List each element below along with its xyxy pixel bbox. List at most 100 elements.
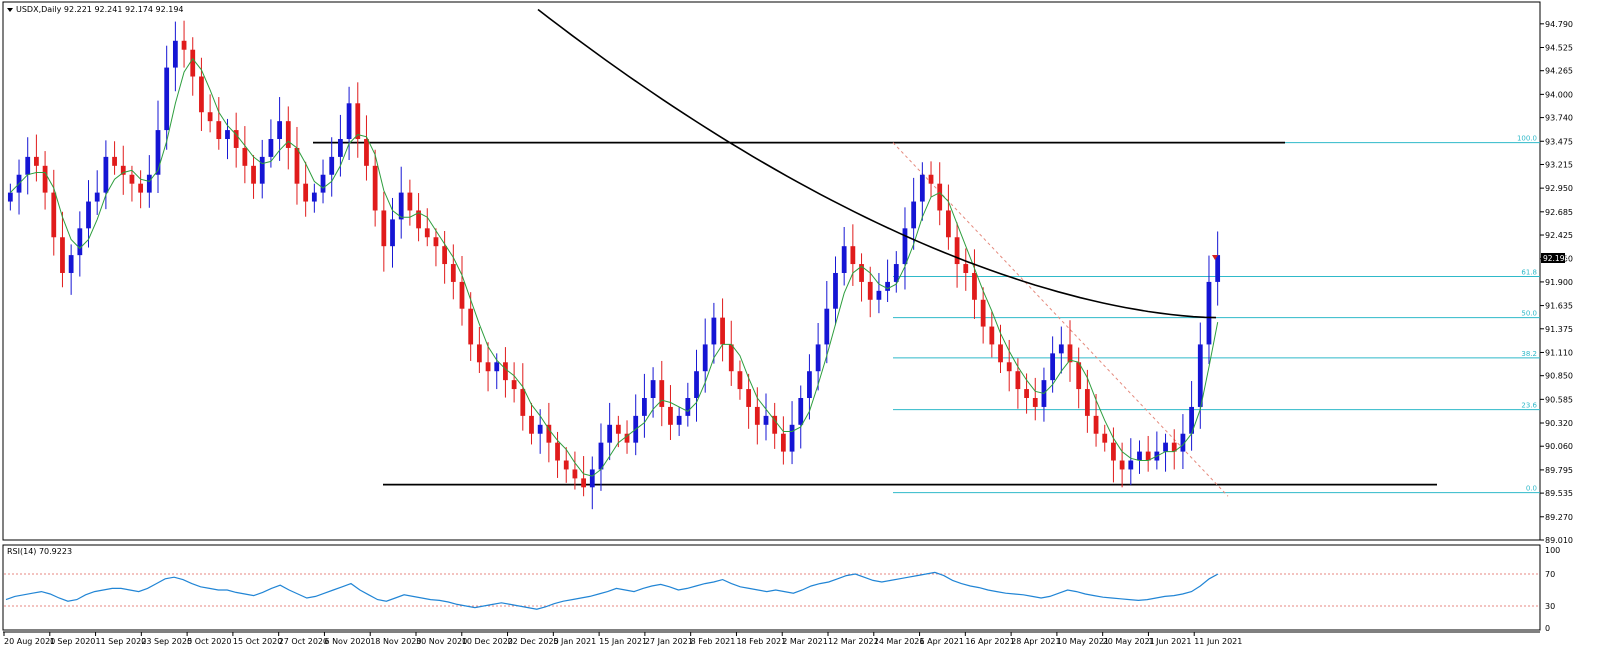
rsi-tick-label: 100: [1545, 546, 1560, 555]
price-tick-label: 90.585: [1545, 395, 1573, 404]
time-tick-label: 24 Mar 2021: [874, 637, 925, 646]
time-tick-label: 27 Oct 2020: [279, 637, 328, 646]
rsi-panel-frame: [2, 544, 1541, 631]
candle-body: [919, 174, 925, 202]
time-tick-label: 5 Jan 2021: [553, 637, 596, 646]
candle-body: [928, 174, 934, 184]
candle-body: [581, 478, 586, 488]
time-tick-label: 15 Jan 2021: [599, 637, 647, 646]
candle-body: [1171, 442, 1177, 452]
fibonacci-retracement[interactable]: 100.0 61.8 50.0 38.2 23.6 0.0: [893, 135, 1540, 494]
time-tick-label: 2 Mar 2021: [782, 637, 828, 646]
candle-body: [980, 299, 986, 327]
candle-body: [1102, 433, 1108, 443]
candle-body: [529, 415, 534, 434]
candle-body: [642, 398, 647, 416]
candle-body: [876, 290, 882, 300]
candle-body: [338, 139, 343, 157]
candle-body: [833, 272, 838, 309]
time-tick-label: 18 Nov 2020: [370, 637, 421, 646]
candle-body: [424, 228, 430, 238]
price-tick-label: 91.635: [1545, 302, 1573, 311]
time-tick-label: 8 Feb 2021: [691, 637, 736, 646]
candle-body: [650, 380, 656, 399]
time-tick-label: 1 Jun 2021: [1148, 637, 1191, 646]
time-tick-label: 15 Oct 2020: [233, 637, 282, 646]
rsi-tick-label: 70: [1545, 570, 1555, 579]
candle-body: [893, 264, 899, 282]
candle-body: [372, 165, 378, 211]
rsi-tick-label: 0: [1545, 624, 1550, 633]
symbol-dropdown-icon[interactable]: [7, 8, 13, 12]
current-price-label: 92.194: [1543, 254, 1569, 263]
candle-body: [841, 246, 847, 273]
price-tick-label: 93.475: [1545, 137, 1573, 146]
price-tick-label: 92.425: [1545, 231, 1573, 240]
candle-body: [737, 371, 743, 390]
candle-body: [1015, 371, 1021, 390]
time-tick-label: 20 Aug 2020: [4, 637, 55, 646]
candle-body: [1215, 255, 1221, 282]
candle-body: [963, 264, 969, 273]
price-tick-label: 90.850: [1545, 372, 1573, 381]
candle-body: [450, 264, 456, 282]
horizontal-levels[interactable]: [313, 141, 1437, 486]
time-tick-label: 30 Nov 2020: [416, 637, 467, 646]
candle-body: [225, 130, 230, 140]
candle-body: [94, 192, 100, 202]
price-tick-label: 91.375: [1545, 325, 1573, 334]
fib-level-label: 100.0: [1517, 135, 1537, 143]
candle-body: [129, 174, 135, 184]
rsi-line: [5, 571, 1219, 610]
candle-body: [694, 371, 699, 399]
price-tick-label: 91.900: [1545, 278, 1573, 287]
candle-body: [668, 406, 673, 425]
price-tick-label: 93.215: [1545, 160, 1573, 169]
candle-body: [433, 237, 439, 247]
candle-body: [216, 121, 222, 140]
fib-level-label: 0.0: [1526, 485, 1537, 493]
candle-body: [120, 165, 126, 175]
time-tick-label: 18 Feb 2021: [736, 637, 786, 646]
candle-body: [1050, 353, 1056, 381]
time-tick-label: 11 Sep 2020: [96, 637, 147, 646]
candle-body: [511, 380, 517, 390]
price-tick-label: 90.060: [1545, 442, 1573, 451]
candle-body: [199, 76, 204, 113]
fib-level-label: 38.2: [1521, 350, 1537, 358]
candle-body: [1058, 344, 1064, 354]
candle-body: [1093, 415, 1099, 434]
candle-body: [746, 389, 752, 407]
time-tick-label: 27 Jan 2021: [645, 637, 693, 646]
candle-body: [60, 237, 65, 273]
rsi-indicator: 100 70 30 0: [4, 546, 1560, 633]
price-tick-label: 94.265: [1545, 67, 1573, 76]
candle-body: [728, 344, 734, 372]
candle-body: [51, 192, 57, 238]
time-tick-label: 10 May 2021: [1057, 637, 1109, 646]
candle-body: [615, 424, 621, 434]
candle-body: [320, 174, 326, 193]
candle-body: [164, 67, 170, 131]
price-tick-label: 92.950: [1545, 184, 1573, 193]
candle-body: [598, 442, 604, 470]
candle-body: [1128, 460, 1134, 470]
price-tick-label: 89.795: [1545, 466, 1573, 475]
time-tick-label: 6 Apr 2021: [920, 637, 964, 646]
candle-body: [1206, 281, 1212, 345]
candle-body: [1006, 362, 1012, 372]
candle-body: [676, 415, 682, 425]
candle-body: [476, 344, 482, 363]
candle-body: [468, 308, 474, 345]
candle-body: [798, 398, 804, 425]
price-tick-label: 94.000: [1545, 90, 1573, 99]
candle-body: [859, 264, 864, 282]
candle-body: [1084, 389, 1090, 416]
candle-body: [1024, 389, 1029, 399]
price-tick-label: 89.535: [1545, 489, 1573, 498]
candle-body: [937, 183, 943, 211]
candle-body: [998, 344, 1003, 363]
candle-body: [68, 255, 74, 273]
